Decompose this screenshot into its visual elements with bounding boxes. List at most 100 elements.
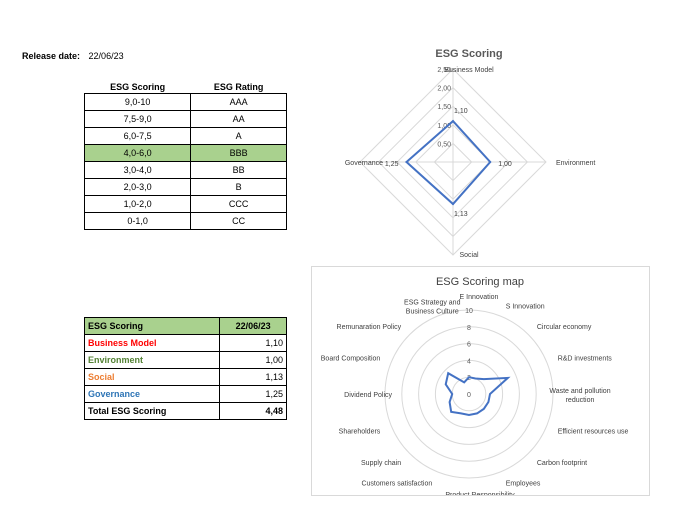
chart1-axis-label: Social (459, 252, 479, 259)
chart2-axis-label-line: Waste and pollution (549, 388, 610, 395)
chart2-axis-label-line: S Innovation (506, 303, 545, 310)
summary-table-total-row: Total ESG Scoring 4,48 (83, 402, 287, 420)
chart2-axis-label-line: Employees (506, 481, 541, 488)
chart1-data-label: 1,13 (454, 211, 468, 218)
chart1-axis-label: Business Model (444, 67, 494, 74)
summary-table-total-value: 4,48 (219, 402, 287, 420)
esg-scoring-map-box: ESG Scoring map 0 2 4 6 8 10 E Innovation S Inno… (311, 266, 650, 499)
chart1-data-point (405, 161, 408, 163)
rating-table-row: 7,5-9,0 AA (83, 110, 287, 128)
chart2-axis-label-line: Carbon footprint (537, 460, 587, 467)
chart2-axis-label-line: Efficient resources use (558, 429, 629, 436)
chart2-tick-label: 2 (467, 375, 471, 382)
chart2-axis-label: E Innovation (460, 294, 499, 301)
chart2-axis-label: Shareholders (339, 429, 381, 436)
chart1-tick-label: 2,00 (437, 86, 451, 93)
chart2-grid-ring (434, 359, 504, 429)
rating-table-row: 9,0-10 AAA (83, 93, 287, 111)
chart1-data-point (452, 120, 454, 123)
chart2-axis-label: Efficient resources use (558, 429, 629, 436)
rating-table-cell-scoring: 1,0-2,0 (83, 195, 192, 213)
chart2-axis-label: Carbon footprint (537, 460, 587, 467)
summary-table-cell-value: 1,00 (219, 351, 287, 369)
chart2-grid-ring (401, 326, 537, 462)
rating-table-cell-rating: AAA (190, 93, 287, 111)
chart1-data-label: 1,00 (498, 161, 512, 168)
rating-table-header-scoring: ESG Scoring (84, 81, 191, 94)
rating-table-cell-rating: CC (190, 212, 287, 230)
chart2-axis-label-line: Customers satisfaction (361, 481, 432, 488)
chart1-axis-label: Governance (345, 160, 383, 167)
rating-table-header-rating: ESG Rating (190, 81, 287, 94)
summary-table-row: Social 1,13 (83, 368, 287, 386)
rating-table-cell-rating: A (190, 127, 287, 145)
chart2-axis-label-line: Supply chain (361, 460, 401, 467)
rating-table-cell-scoring: 2,0-3,0 (83, 178, 192, 196)
chart2-axis-label-line: E Innovation (460, 294, 499, 301)
release-date: Release date: 22/06/23 (22, 51, 124, 61)
chart2-axis-label-line: Shareholders (339, 429, 381, 436)
chart1-tick-label: 1,00 (437, 123, 451, 130)
chart2-series-line (444, 371, 511, 417)
rating-table-cell-scoring: 0-1,0 (83, 212, 192, 230)
summary-table-header-date: 22/06/23 (219, 317, 287, 335)
rating-table-cell-rating: BBB (190, 144, 287, 162)
summary-table: ESG Scoring 22/06/23 Business Model 1,10 E… (83, 317, 287, 420)
chart1-data-label: 1,10 (454, 108, 468, 115)
chart1-tick-label: 2,50 (437, 67, 451, 74)
chart2-tick-label: 10 (465, 308, 473, 315)
rating-table-row: 3,0-4,0 BB (83, 161, 287, 179)
chart2-axis-label-line: reduction (566, 397, 595, 404)
rating-table-cell-rating: AA (190, 110, 287, 128)
esg-scoring-map-radar-chart: ESG Scoring map 0 2 4 6 8 10 E Innovation S Inno… (321, 276, 629, 499)
chart2-axis-label: Supply chain (361, 460, 401, 467)
chart2-tick-label: 8 (467, 325, 471, 332)
rating-table-cell-scoring: 9,0-10 (83, 93, 192, 111)
summary-table-row: Business Model 1,10 (83, 334, 287, 352)
rating-table-cell-rating: CCC (190, 195, 287, 213)
chart2-tick-label: 6 (467, 342, 471, 349)
rating-table-row: 0-1,0 CC (83, 212, 287, 230)
chart2-axis-label: Customers satisfaction (361, 481, 432, 488)
summary-table-row: Governance 1,25 (83, 385, 287, 403)
release-date-value: 22/06/23 (88, 51, 124, 61)
summary-table-cell-label: Social (83, 368, 221, 386)
chart1-tick-label: 0,50 (437, 141, 451, 148)
chart2-tick-label: 4 (467, 358, 471, 365)
esg-scoring-radar-chart: ESG Scoring 0,50 1,00 1,50 2,00 2,50 1,10 1,00 1… (345, 48, 595, 259)
chart1-axis-label: Environment (556, 160, 595, 167)
chart2-axis-label-line: Remunaration Policy (337, 324, 402, 331)
summary-table-row: Environment 1,00 (83, 351, 287, 369)
release-date-label: Release date: (22, 51, 81, 61)
rating-table-cell-scoring: 4,0-6,0 (83, 144, 192, 162)
summary-table-cell-label: Governance (83, 385, 221, 403)
summary-table-cell-value: 1,25 (219, 385, 287, 403)
chart1-title: ESG Scoring (435, 48, 502, 60)
rating-table-row: 1,0-2,0 CCC (83, 195, 287, 213)
summary-table-cell-value: 1,13 (219, 368, 287, 386)
chart2-axis-label: Product Responsibility (445, 492, 515, 495)
chart2-axis-label-line: Circular economy (537, 324, 592, 331)
chart2-axis-label: Board Composition (321, 355, 381, 362)
chart2-axis-label-line: Product Responsibility (445, 492, 515, 495)
rating-table: ESG Scoring ESG Rating 9,0-10 AAA 7,5-9,0 A… (83, 81, 287, 230)
chart2-axis-label-line: R&D investments (558, 355, 613, 362)
chart1-data-point (452, 203, 454, 206)
rating-table-row: 6,0-7,5 A (83, 127, 287, 145)
rating-table-row: 2,0-3,0 B (83, 178, 287, 196)
chart2-axis-label: Waste and pollution reduction (549, 388, 610, 404)
summary-table-cell-value: 1,10 (219, 334, 287, 352)
chart2-axis-label: Circular economy (537, 324, 592, 331)
chart2-axis-label: S Innovation (506, 303, 545, 310)
rating-table-cell-scoring: 7,5-9,0 (83, 110, 192, 128)
chart1-data-point (489, 161, 492, 163)
summary-table-cell-label: Business Model (83, 334, 221, 352)
chart2-axis-label: R&D investments (558, 355, 613, 362)
chart2-axis-label-line: Dividend Policy (344, 392, 392, 399)
chart1-tick-label: 1,50 (437, 104, 451, 111)
chart2-title: ESG Scoring map (436, 276, 524, 288)
rating-table-cell-rating: B (190, 178, 287, 196)
rating-table-cell-rating: BB (190, 161, 287, 179)
chart2-axis-label: Employees (506, 481, 541, 488)
chart2-axis-label-line: ESG Strategy and (404, 299, 461, 306)
